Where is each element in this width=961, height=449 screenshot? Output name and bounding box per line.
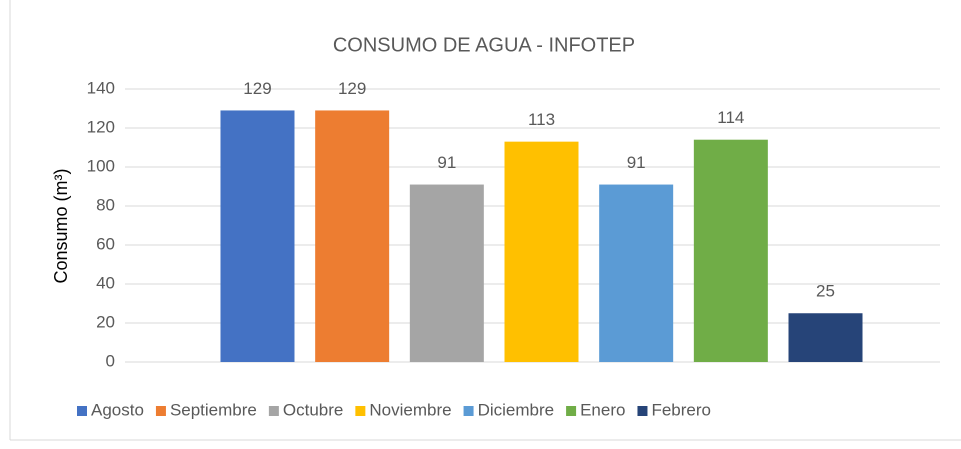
legend-label: Septiembre bbox=[170, 400, 257, 419]
data-label: 129 bbox=[338, 79, 366, 98]
legend-label: Agosto bbox=[91, 400, 144, 419]
legend-label: Enero bbox=[580, 400, 625, 419]
chart-title: CONSUMO DE AGUA - INFOTEP bbox=[333, 34, 635, 56]
y-axis-label: Consumo (m³) bbox=[51, 168, 71, 283]
data-label: 25 bbox=[816, 282, 835, 301]
bar bbox=[788, 313, 863, 362]
legend-label: Noviembre bbox=[369, 400, 451, 419]
legend-swatch bbox=[77, 406, 87, 416]
legend-swatch bbox=[268, 406, 279, 416]
data-label: 91 bbox=[627, 153, 646, 172]
y-tick-label: 140 bbox=[87, 78, 115, 97]
data-label: 113 bbox=[528, 110, 555, 129]
legend-label: Octubre bbox=[283, 400, 343, 419]
y-tick-label: 120 bbox=[87, 117, 115, 136]
legend-swatch bbox=[155, 406, 166, 416]
data-label: 91 bbox=[437, 153, 456, 172]
legend-swatch bbox=[566, 406, 577, 416]
bar bbox=[693, 139, 768, 362]
y-tick-label: 0 bbox=[106, 351, 115, 370]
bar bbox=[599, 184, 674, 362]
bar bbox=[220, 110, 295, 362]
y-tick-label: 100 bbox=[87, 156, 115, 175]
bar bbox=[409, 184, 484, 362]
y-tick-label: 40 bbox=[96, 273, 115, 292]
legend-swatch bbox=[463, 406, 474, 416]
legend-swatch bbox=[355, 406, 366, 416]
legend-swatch bbox=[637, 406, 648, 416]
y-tick-label: 60 bbox=[96, 234, 115, 253]
y-tick-label: 20 bbox=[96, 312, 115, 331]
bar bbox=[315, 110, 390, 362]
y-tick-label: 80 bbox=[96, 195, 115, 214]
legend-label: Diciembre bbox=[478, 400, 555, 419]
data-label: 129 bbox=[243, 79, 271, 98]
legend-label: Febrero bbox=[651, 400, 711, 419]
bar bbox=[504, 141, 579, 362]
data-label: 114 bbox=[717, 108, 744, 127]
